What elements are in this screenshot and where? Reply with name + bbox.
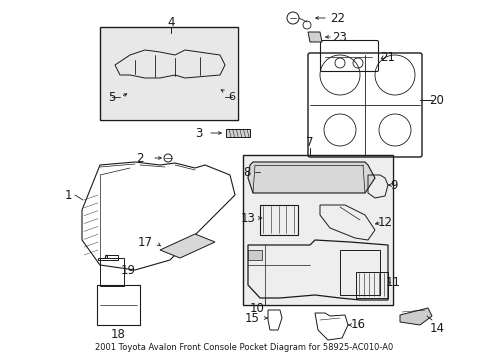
Text: 9: 9 [389, 179, 397, 192]
Bar [100, 258, 124, 286]
Polygon shape [247, 162, 374, 193]
Polygon shape [307, 32, 321, 42]
Text: 10: 10 [249, 302, 264, 315]
Text: 14: 14 [428, 321, 444, 334]
Polygon shape [399, 308, 431, 325]
Text: 13: 13 [240, 212, 255, 225]
Text: 17: 17 [137, 235, 152, 248]
Text: 22: 22 [330, 12, 345, 24]
Text: 23: 23 [332, 31, 347, 44]
Text: 3: 3 [195, 126, 202, 140]
Text: 1: 1 [64, 189, 72, 202]
Text: 2001 Toyota Avalon Front Console Pocket Diagram for 58925-AC010-A0: 2001 Toyota Avalon Front Console Pocket … [95, 343, 392, 352]
Polygon shape [247, 250, 262, 260]
Text: 4: 4 [167, 15, 174, 28]
Text: 19: 19 [120, 264, 135, 276]
Text: 16: 16 [350, 319, 365, 332]
Text: 21: 21 [380, 50, 395, 63]
Text: 11: 11 [385, 275, 400, 288]
Text: 7: 7 [305, 135, 313, 149]
Bar [243, 155, 392, 305]
Text: 20: 20 [428, 94, 444, 107]
Text: 12: 12 [377, 216, 392, 229]
Text: 2: 2 [136, 152, 143, 165]
Text: 5: 5 [108, 90, 116, 104]
Polygon shape [225, 129, 249, 137]
Text: 6: 6 [228, 92, 235, 102]
Text: 8: 8 [243, 166, 250, 179]
Bar [101, 28, 237, 119]
Bar [355, 272, 387, 298]
Polygon shape [160, 234, 215, 258]
Bar [100, 27, 238, 120]
Text: 15: 15 [244, 311, 259, 324]
Bar [260, 205, 297, 235]
Text: 18: 18 [110, 328, 125, 342]
Bar [339, 250, 379, 295]
Bar [97, 285, 140, 325]
Bar [244, 156, 391, 304]
